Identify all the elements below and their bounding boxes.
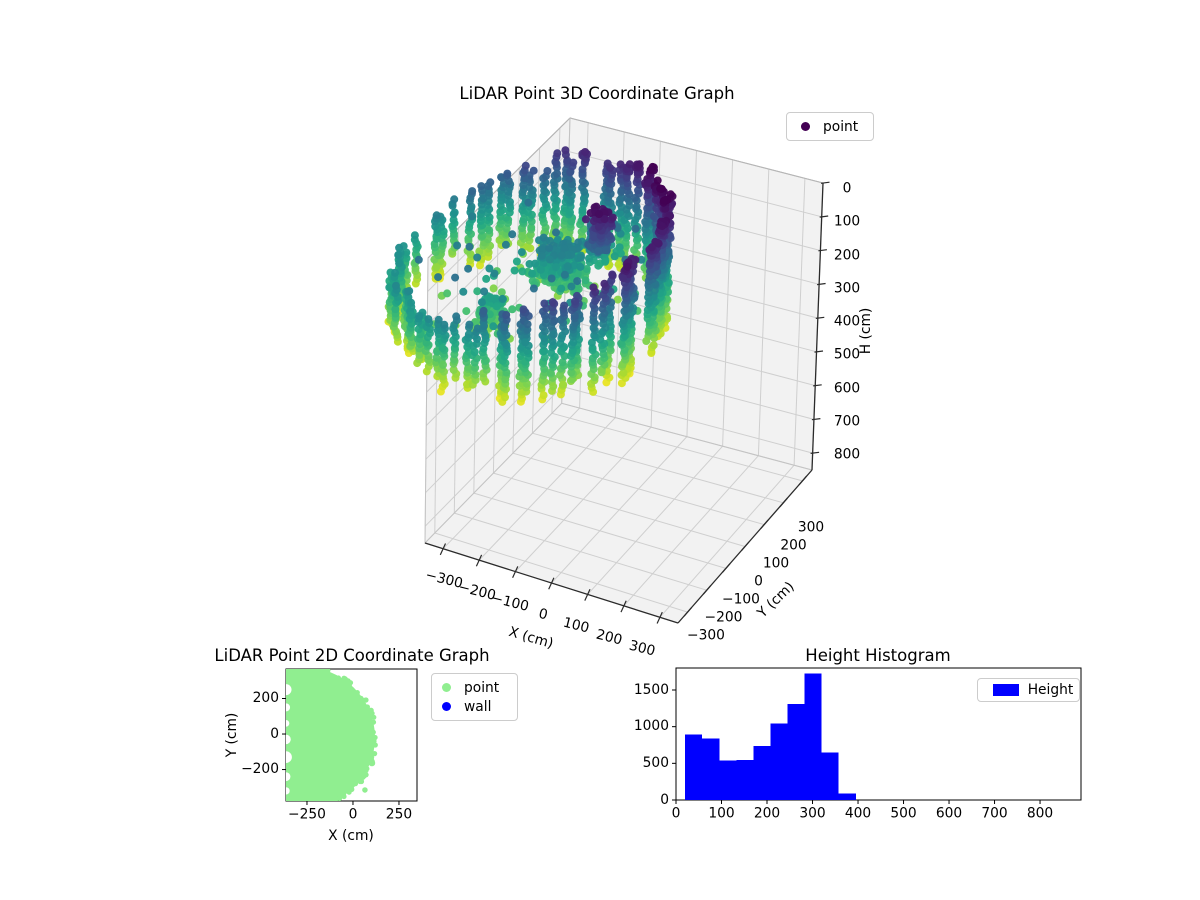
plot3d-z-tick-label: 600 — [833, 380, 861, 397]
hist-bars — [685, 673, 856, 800]
plot2d-x-tick-label: −250 — [288, 806, 326, 823]
plot3d-z-tick-label: 500 — [833, 346, 861, 363]
hist-axes — [672, 667, 1082, 804]
plot2d-points — [286, 669, 378, 801]
hist-x-tick-label: 600 — [935, 805, 963, 822]
hist-x-tick-label: 800 — [1026, 805, 1054, 822]
hist-x-tick-label: 500 — [890, 805, 917, 822]
plot3d-z-tick-label: 100 — [833, 213, 861, 230]
plot2d-y-tick-label: −200 — [241, 761, 279, 778]
legend-point-label: point — [823, 118, 859, 135]
plot3d-y-tick-label: −200 — [704, 609, 743, 626]
point-cloud — [384, 146, 677, 406]
plot2d-y-tick-label: 200 — [252, 689, 279, 706]
hist-y-tick-label: 0 — [660, 791, 669, 808]
plot3d-y-tick-label: 300 — [797, 519, 825, 536]
point-marker-icon — [801, 122, 810, 131]
legend-row-wall: wall — [442, 697, 517, 716]
plot2d-x-axis-label: X (cm) — [328, 828, 374, 844]
plot3d-y-tick-label: 0 — [754, 573, 763, 590]
legend-point-label: point — [464, 679, 500, 696]
plot2d-title: LiDAR Point 2D Coordinate Graph — [214, 646, 490, 665]
plot2d-x-tick-label: 250 — [385, 806, 413, 823]
plot2d-legend: point wall — [431, 673, 518, 721]
plot3d-z-tick-label: 200 — [833, 247, 861, 264]
hist-legend: Height — [977, 678, 1080, 702]
hist-x-tick-label: 300 — [799, 805, 826, 822]
hist-title: Height Histogram — [805, 646, 951, 665]
hist-y-tick-label: 1000 — [633, 718, 669, 735]
plot3d-z-tick-label: 800 — [833, 446, 861, 463]
plot3d-z-axis-label: H (cm) — [858, 307, 874, 355]
plot3d-z-tick-label: 0 — [842, 180, 852, 197]
hist-x-tick-label: 700 — [981, 805, 1008, 822]
plot3d-z-tick-label: 300 — [833, 280, 861, 297]
hist-y-tick-label: 500 — [642, 754, 669, 771]
plot3d-legend: point — [786, 112, 874, 141]
height-patch-icon — [992, 684, 1019, 696]
plot3d-title: LiDAR Point 3D Coordinate Graph — [459, 84, 735, 103]
legend-wall-label: wall — [464, 698, 492, 715]
plot3d-y-tick-label: −100 — [722, 591, 760, 608]
hist-x-tick-label: 200 — [753, 805, 781, 822]
hist-x-tick-label: 100 — [708, 805, 735, 822]
hist-x-tick-label: 400 — [844, 805, 872, 822]
hist-y-tick-label: 1500 — [633, 681, 669, 698]
legend-height-label: Height — [1027, 682, 1074, 698]
plot3d-z-tick-label: 400 — [833, 313, 861, 330]
plot3d-y-tick-label: 200 — [780, 537, 807, 554]
point-marker-icon — [442, 683, 451, 692]
legend-row-point: point — [801, 117, 873, 136]
plot2d-x-tick-label: 0 — [348, 806, 358, 823]
wall-marker-icon — [442, 702, 451, 711]
hist-x-tick-label: 0 — [671, 805, 681, 822]
plot2d-y-tick-label: 0 — [270, 725, 279, 742]
plot3d-y-tick-label: −300 — [687, 627, 725, 644]
legend-row-point: point — [442, 678, 517, 697]
plot3d-z-tick-label: 700 — [833, 413, 861, 430]
plot3d-y-tick-label: 100 — [762, 555, 790, 572]
